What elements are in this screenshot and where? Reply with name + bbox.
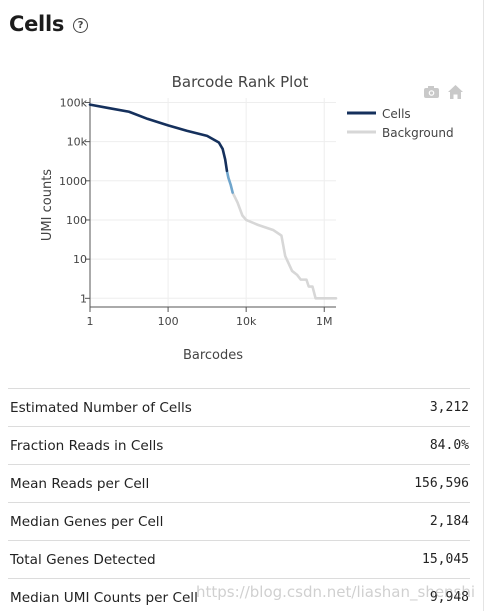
- panel-edge: [483, 0, 484, 611]
- metric-row: Median Genes per Cell 2,184: [8, 502, 470, 540]
- x-tick-label: 1M: [316, 315, 333, 328]
- metric-label: Mean Reads per Cell: [10, 475, 150, 492]
- metric-row: Median UMI Counts per Cell 9,948: [8, 578, 470, 616]
- x-tick-label: 1: [87, 315, 94, 328]
- x-tick-label: 10k: [236, 315, 257, 328]
- section-header: Cells ?: [9, 8, 89, 40]
- legend-item-cells[interactable]: Cells: [347, 107, 411, 121]
- legend-item-background[interactable]: Background: [347, 126, 454, 140]
- chart-title: Barcode Rank Plot: [172, 73, 309, 91]
- metrics-table: Estimated Number of Cells 3,212 Fraction…: [8, 388, 470, 616]
- metric-value: 3,212: [429, 400, 469, 415]
- metric-value: 84.0%: [429, 438, 469, 453]
- metric-value: 156,596: [414, 476, 469, 491]
- series-line-cells: [88, 103, 229, 173]
- x-tick-label: 100: [158, 315, 179, 328]
- series-line-background: [231, 191, 338, 300]
- metric-row: Estimated Number of Cells 3,212: [8, 388, 470, 426]
- metric-label: Total Genes Detected: [10, 551, 156, 568]
- metric-row: Total Genes Detected 15,045: [8, 540, 470, 578]
- modebar: [424, 85, 463, 99]
- y-tick-label: 100: [66, 214, 87, 227]
- metric-label: Median UMI Counts per Cell: [10, 589, 198, 606]
- question-circle-icon[interactable]: ?: [73, 18, 89, 33]
- legend-label-background: Background: [382, 126, 454, 140]
- y-tick-label: 10: [73, 253, 87, 266]
- metric-value: 2,184: [429, 514, 469, 529]
- y-tick-label: 10k: [67, 136, 88, 149]
- metric-value: 15,045: [422, 552, 469, 567]
- metric-label: Fraction Reads in Cells: [10, 437, 164, 454]
- metric-row: Fraction Reads in Cells 84.0%: [8, 426, 470, 464]
- axis-ticks: 1 100 10k 1M 1 10 100 1000 10k 100k: [59, 96, 332, 328]
- metric-value: 9,948: [429, 590, 469, 605]
- y-tick-label: 1: [80, 292, 87, 305]
- y-tick-label: 100k: [60, 96, 88, 109]
- camera-icon[interactable]: [424, 86, 439, 98]
- plot-series: [88, 103, 338, 300]
- metric-label: Median Genes per Cell: [10, 513, 164, 530]
- home-icon[interactable]: [448, 85, 463, 99]
- barcode-rank-plot: Barcode Rank Plot 1 100 10k 1M 1 10 100 1000 10k…: [40, 73, 463, 363]
- metric-label: Estimated Number of Cells: [10, 399, 192, 416]
- series-line-cells-transition: [225, 169, 234, 194]
- page-title: Cells: [9, 12, 65, 36]
- legend: Cells Background: [347, 107, 454, 140]
- y-tick-label: 1000: [59, 175, 87, 188]
- plot-axes: [89, 98, 336, 308]
- y-axis-label: UMI counts: [40, 169, 55, 241]
- metric-row: Mean Reads per Cell 156,596: [8, 464, 470, 502]
- x-axis-label: Barcodes: [183, 348, 243, 363]
- legend-label-cells: Cells: [382, 107, 411, 121]
